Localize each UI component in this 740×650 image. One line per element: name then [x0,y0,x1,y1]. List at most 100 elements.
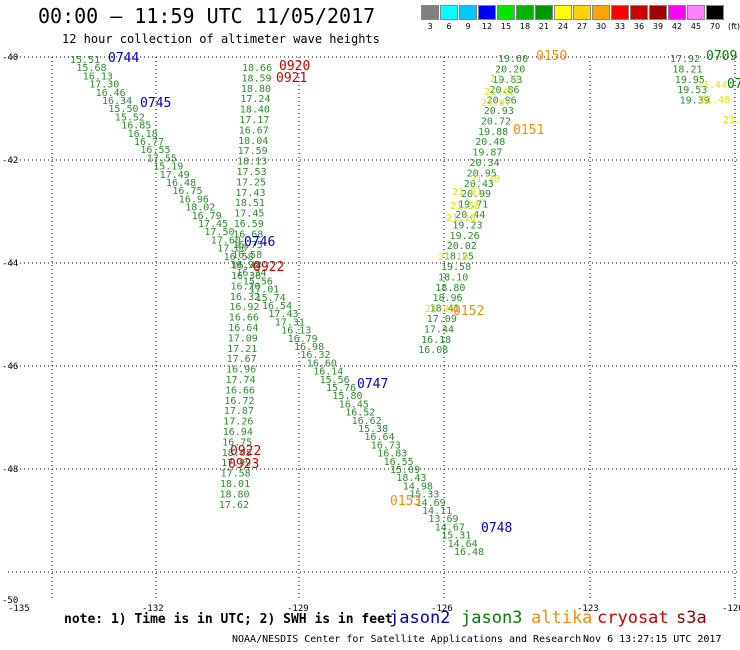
swh-value: 16.77 [134,137,164,148]
swh-value: 13.69 [428,514,458,525]
scale-label: 21 [538,22,550,31]
swh-value: 16.34 [102,96,132,107]
swh-value: 16.79 [192,211,222,222]
swh-value-high: 21.56 [450,201,480,212]
scale-label: 3 [427,22,433,31]
pass-time-label: 0921 [276,71,307,86]
pass-time-label: 0923 [228,457,259,472]
swh-value: 18.80 [435,283,465,294]
scale-label: 9 [465,22,471,31]
scale-label: 36 [633,22,645,31]
swh-value: 17.09 [427,314,457,325]
swh-value: 14.98 [403,481,433,492]
swh-value: 16.48 [454,547,484,558]
swh-value-high: 21.17 [490,74,520,85]
swh-value: 20.93 [484,106,514,117]
pass-time-label: 0747 [357,377,388,392]
pass-time-label: 0746 [244,235,275,250]
swh-value: 15.50 [108,104,138,115]
swh-value: 17.21 [227,344,257,355]
swh-value: 16.73 [371,440,401,451]
footer-note: note: 1) Time is in UTC; 2) SWH is in fe… [64,612,393,627]
pass-time-label: 07 [727,77,740,92]
latitude-label: -48 [2,465,18,475]
swh-value: 17.25 [236,177,266,188]
timestamp: Nov 6 13:27:15 UTC 2017 [583,634,722,645]
swh-value: 17.43 [235,188,265,199]
swh-value: 17.74 [226,375,256,386]
swh-value: 20.20 [495,64,525,75]
swh-value-high: 21.46 [425,304,455,315]
swh-value: 20.99 [461,189,491,200]
longitude-label: -129 [287,604,309,614]
swh-value: 18.41 [430,304,460,315]
swh-value: 16.44 [232,261,262,272]
swh-value: 20.96 [487,96,517,107]
swh-value: 18.40 [240,105,270,116]
swh-value: 17.53 [237,167,267,178]
legend-s3a: s3a [676,608,707,628]
swh-value: 17.60 [211,235,241,246]
swh-value: 16.98 [294,342,324,353]
swh-value: 16.46 [96,88,126,99]
swh-value: 18.04 [238,136,268,147]
swh-value: 16.85 [121,121,151,132]
swh-value: 17.26 [223,417,253,428]
swh-value: 19.88 [478,127,508,138]
swh-value: 20.48 [475,137,505,148]
swh-value-high: 21.48 [700,95,730,106]
swh-value: 19.95 [675,75,705,86]
latitude-label: -44 [2,259,18,269]
swh-value: 18.65 [222,448,252,459]
swh-value: 17.09 [228,333,258,344]
scale-unit: (ft) [727,22,740,31]
swh-value: 17.92 [670,54,700,65]
swh-value-high: 21.73 [723,115,740,126]
swh-value: 16.68 [233,229,263,240]
swh-value: 16.54 [262,301,292,312]
swh-value: 15.74 [256,293,286,304]
swh-value: 15.09 [390,465,420,476]
swh-value: 17.49 [160,170,190,181]
swh-value: 18.10 [438,272,468,283]
pass-time-label: 0922 [230,444,261,459]
swh-value: 17.87 [224,406,254,417]
latitude-label: -46 [2,362,18,372]
swh-value-high: 21.18 [446,213,476,224]
scale-swatch [687,5,705,20]
swh-value: 16.79 [288,334,318,345]
swh-value: 19.87 [472,148,502,159]
pass-time-label: 0920 [279,59,310,74]
longitude-label: -132 [142,604,164,614]
scale-label: 42 [671,22,683,31]
map-title: 00:00 – 11:59 UTC 11/05/2017 [38,4,376,28]
swh-value: 16.62 [352,416,382,427]
swh-value: 17.50 [204,227,234,238]
latitude-label: -42 [2,156,18,166]
swh-value: 16.55 [140,145,170,156]
legend-jason3: jason3 [461,608,523,628]
scale-swatch [535,5,553,20]
swh-value: 16.67 [239,125,269,136]
legend-cryosat: cryosat [597,608,669,628]
swh-value: 16.52 [345,408,375,419]
scale-swatch [592,5,610,20]
swh-value: 17.44 [424,324,454,335]
credit-line: NOAA/NESDIS Center for Satellite Applica… [232,634,582,645]
pass-time-label: 0152 [453,304,484,319]
swh-value: 15.80 [332,391,362,402]
swh-value-high: 21.38 [470,174,500,185]
scale-label: 6 [446,22,452,31]
swh-value: 16.45 [339,399,369,410]
swh-value: 16.75 [222,437,252,448]
pass-time-label: 0150 [536,49,567,64]
swh-value: 16.13 [83,71,113,82]
swh-value: 17.55 [147,153,177,164]
longitude-label: -123 [577,604,599,614]
legend-jason2: jason2 [389,608,451,628]
swh-value: 18.51 [235,198,265,209]
scale-label: 12 [481,22,493,31]
latitude-label: -50 [2,596,18,606]
pass-time-label: 0745 [140,96,171,111]
swh-value: 19.63 [492,75,522,86]
